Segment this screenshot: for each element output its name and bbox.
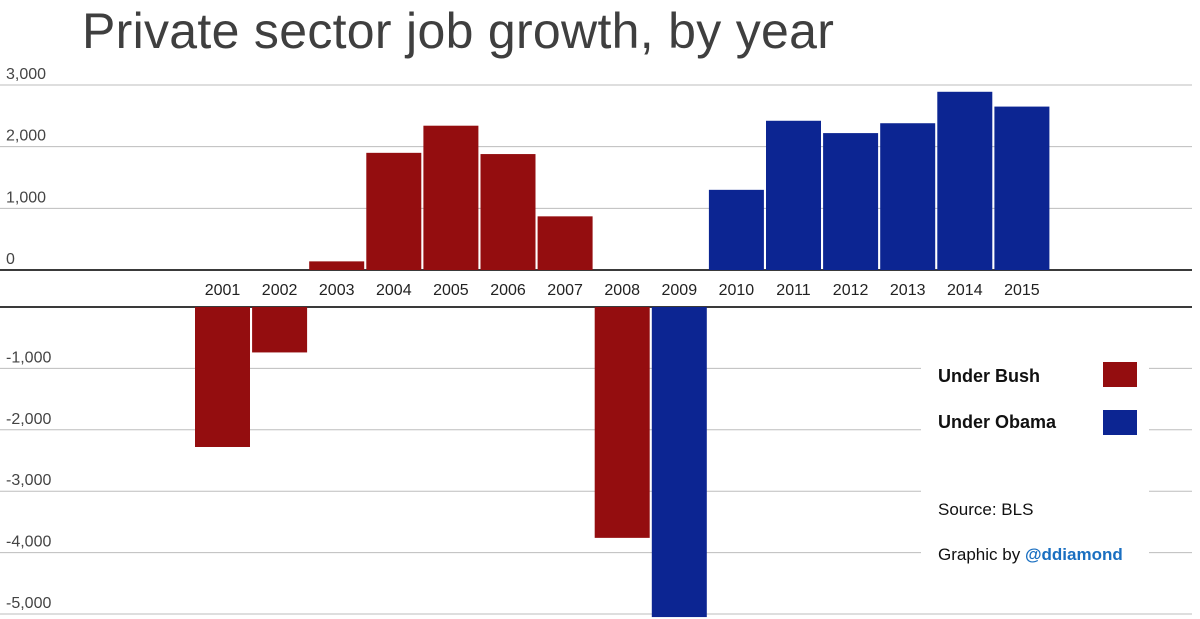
x-tick-label: 2002 [262,282,298,299]
legend-label-bush: Under Bush [938,366,1041,386]
legend: Under Bush Under Obama Source: BLS Graph… [921,350,1149,575]
y-tick-label: -1,000 [6,349,51,366]
x-tick-label: 2011 [776,282,811,299]
y-tick-label: -5,000 [6,595,51,612]
y-tick-label: 2,000 [6,128,46,145]
bar-2003 [309,261,365,270]
x-tick-label: 2015 [1004,282,1040,299]
y-tick-label: -3,000 [6,472,51,489]
bar-2007 [537,216,593,270]
legend-swatch-bush [1103,362,1137,387]
y-tick-label: 3,000 [6,66,46,83]
credit-prefix: Graphic by [938,545,1025,564]
chart-title: Private sector job growth, by year [82,3,835,59]
bar-2014 [937,91,993,271]
y-tick-label: 0 [6,251,15,268]
x-tick-label: 2013 [890,282,926,299]
x-tick-label: 2010 [719,282,755,299]
x-tick-label: 2009 [662,282,698,299]
y-tick-label: -4,000 [6,534,51,551]
y-tick-label: -2,000 [6,411,51,428]
y-tick-label: 1,000 [6,189,46,206]
x-tick-label: 2005 [433,282,469,299]
x-tick-label: 2007 [547,282,583,299]
source-note: Source: BLS [938,500,1034,519]
x-tick-label: 2003 [319,282,355,299]
bars [195,91,1050,618]
bar-2001 [195,307,250,447]
x-tick-label: 2008 [604,282,640,299]
legend-swatch-obama [1103,410,1137,435]
bar-2011 [766,120,821,271]
x-tick-label: 2012 [833,282,869,299]
bar-2008 [594,307,650,538]
bar-2009 [651,307,707,618]
bar-2005 [423,125,479,270]
x-tick-label: 2006 [490,282,526,299]
legend-label-obama: Under Obama [938,412,1057,432]
x-tick-label: 2004 [376,282,412,299]
bar-2012 [823,133,879,270]
bar-2015 [994,106,1050,270]
credit-note: Graphic by @ddiamond [938,545,1123,565]
x-tick-label: 2014 [947,282,983,299]
bar-2013 [880,123,936,270]
bar-2002 [252,307,308,353]
y-axis-ticks: 3,000 2,000 1,000 0 -1,000 -2,000 -3,000 -4,000… [6,66,51,612]
x-tick-label: 2001 [205,282,241,299]
credit-handle: @ddiamond [1024,545,1123,564]
x-axis-ticks: 2001 2002 2003 2004 2005 2006 2007 2008 2009 2010… [205,282,1040,299]
bar-2006 [480,154,536,270]
bar-2004 [366,152,422,270]
bar-2010 [708,189,764,270]
